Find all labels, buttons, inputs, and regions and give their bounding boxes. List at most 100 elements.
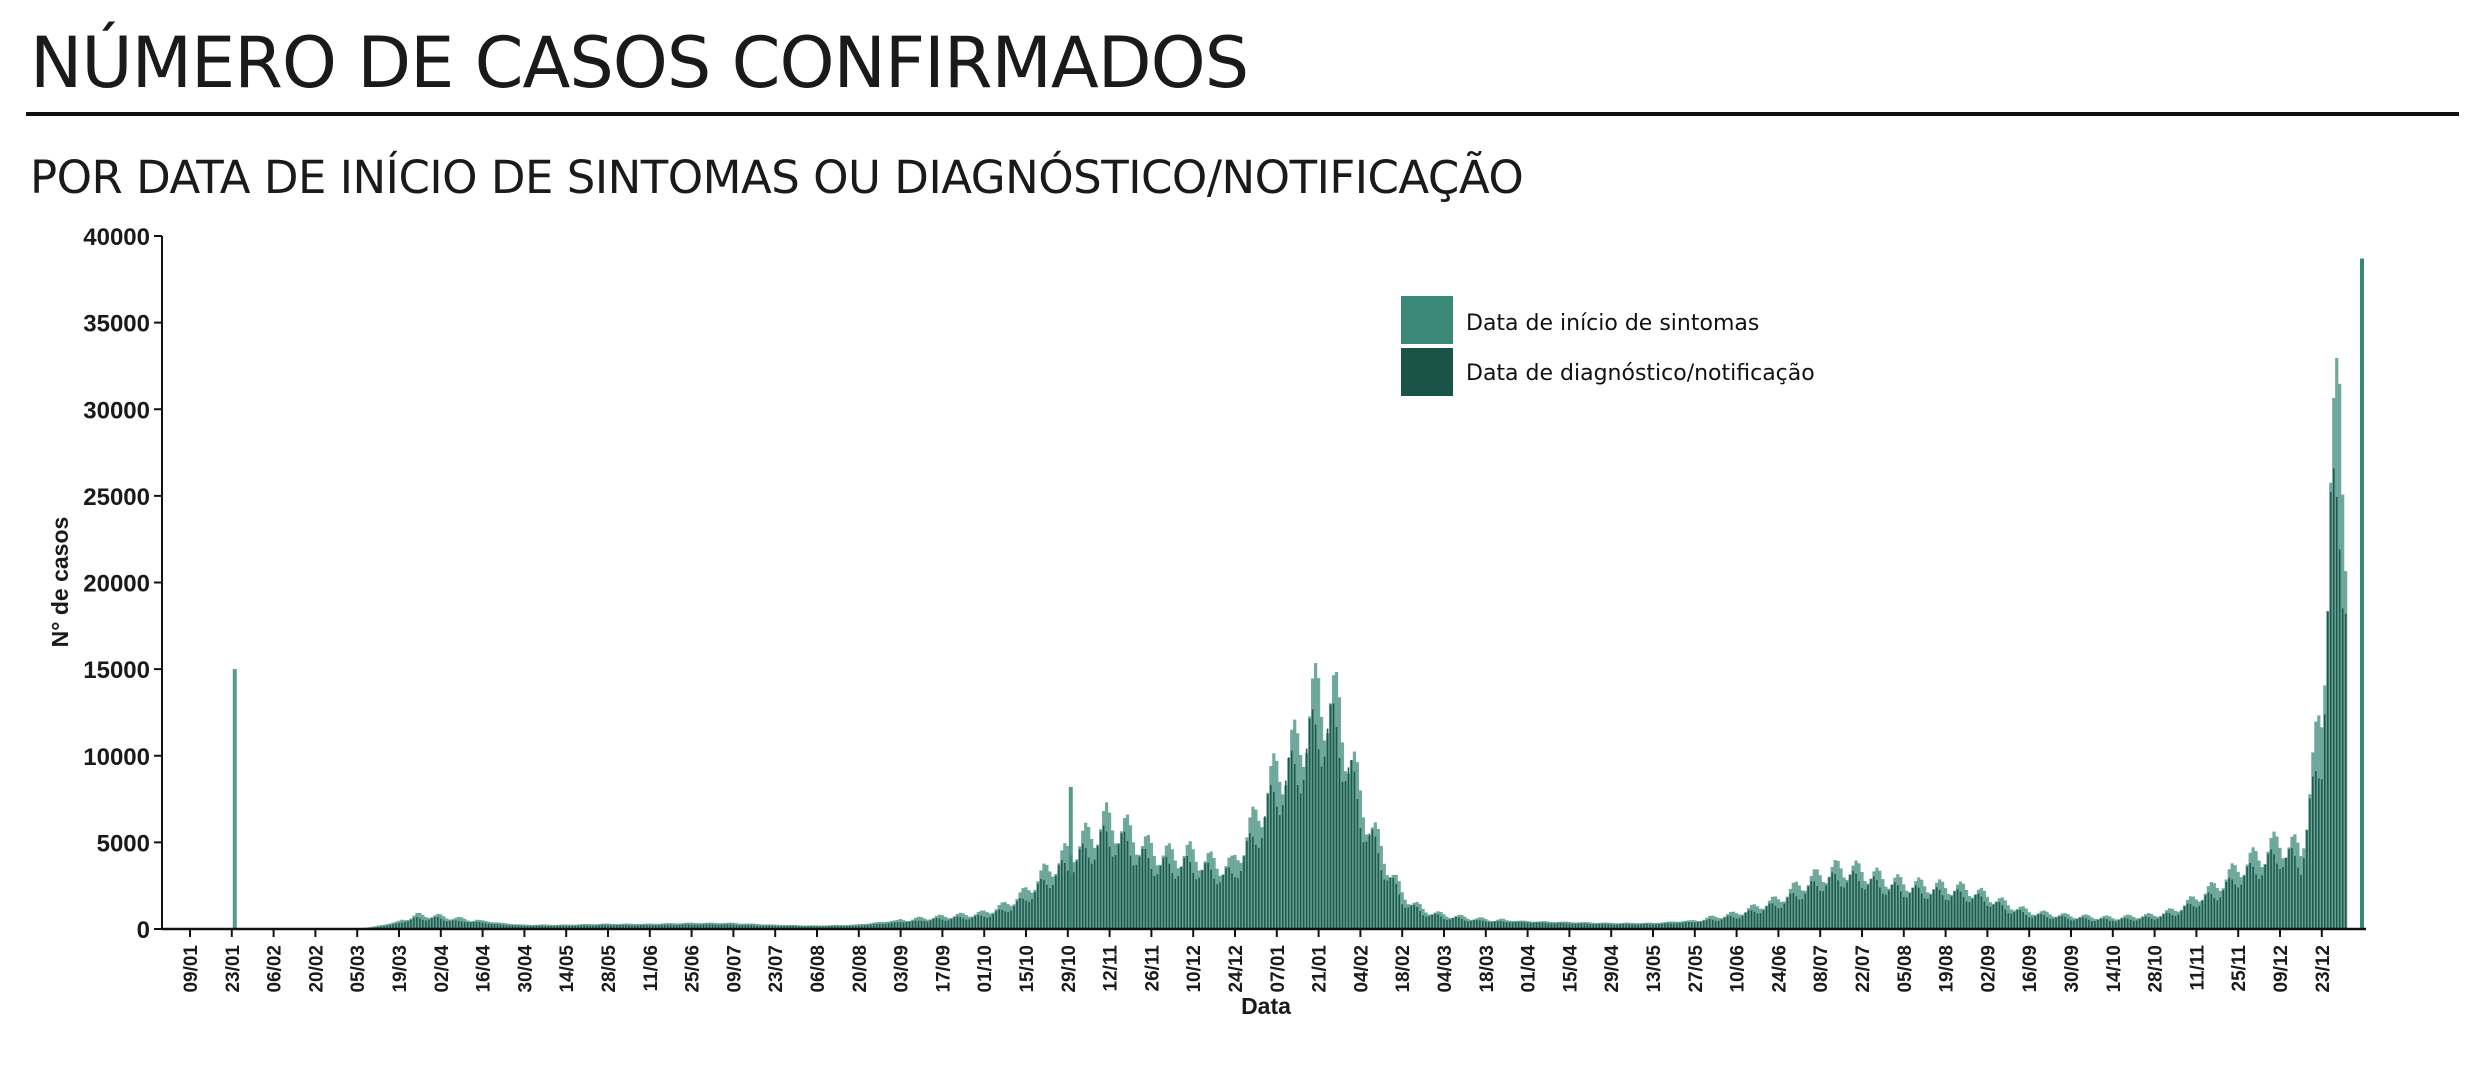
bar <box>1410 905 1412 929</box>
bar <box>547 926 550 929</box>
bar <box>2288 849 2290 929</box>
bar <box>490 923 493 929</box>
bar <box>2091 921 2093 929</box>
bar <box>1278 815 1281 929</box>
bar <box>747 924 750 929</box>
bar <box>1741 916 1744 929</box>
x-tick-label: 30/04 <box>515 945 536 993</box>
bar <box>810 926 812 929</box>
bar <box>556 925 559 929</box>
bar <box>1126 840 1129 929</box>
bar <box>1864 889 1866 929</box>
bar <box>878 923 881 929</box>
bar <box>457 920 460 929</box>
y-tick-label: 30000 <box>83 397 150 424</box>
bar <box>860 925 863 929</box>
bar <box>437 917 439 929</box>
bar <box>1843 887 1845 929</box>
bar <box>2055 917 2057 929</box>
bar <box>971 917 974 929</box>
bar <box>478 922 481 929</box>
bar <box>1523 922 1526 929</box>
bar <box>1550 923 1553 929</box>
bar <box>804 926 806 929</box>
bar <box>2141 917 2144 929</box>
bar <box>2049 918 2051 929</box>
bar <box>771 925 774 929</box>
bar <box>1147 857 1150 929</box>
bar <box>1320 766 1323 929</box>
bar <box>1691 922 1693 929</box>
bar <box>1914 885 1917 929</box>
bar <box>574 925 576 929</box>
bar <box>1553 923 1556 929</box>
bar <box>1174 878 1177 929</box>
bar <box>1019 898 1021 929</box>
bar <box>401 922 403 929</box>
bar <box>1078 849 1081 929</box>
x-tick-label: 02/09 <box>1978 945 1999 993</box>
bar <box>1995 902 1998 929</box>
bar <box>1470 920 1472 929</box>
bar <box>1616 924 1618 929</box>
bar <box>1186 856 1189 929</box>
bar <box>881 923 884 929</box>
bar <box>454 920 457 929</box>
bar <box>460 921 463 929</box>
bar <box>2144 916 2147 929</box>
bar <box>1464 920 1466 929</box>
page-title: NÚMERO DE CASOS CONFIRMADOS <box>30 22 1249 104</box>
bar <box>2231 879 2234 929</box>
bar <box>968 919 971 929</box>
bar <box>1777 908 1780 929</box>
bar <box>2117 920 2120 929</box>
bar <box>1559 922 1562 929</box>
bar <box>872 924 875 929</box>
bar <box>1897 885 1899 929</box>
bar <box>487 923 490 929</box>
bar <box>1926 898 1929 929</box>
bar <box>538 925 541 929</box>
bar <box>777 926 779 929</box>
bar <box>2088 919 2090 929</box>
bar <box>1762 910 1765 929</box>
bar <box>1846 882 1848 929</box>
bar <box>1732 917 1735 929</box>
bar <box>2303 858 2305 929</box>
bar <box>386 925 388 929</box>
bar <box>1649 924 1651 929</box>
bar <box>1013 906 1015 929</box>
bar <box>1443 919 1445 929</box>
bar-annotated-peak <box>1068 786 1073 929</box>
bar <box>496 924 499 929</box>
bar <box>1007 912 1009 929</box>
bar <box>1768 903 1771 929</box>
bar <box>1804 893 1807 929</box>
bar <box>523 925 526 929</box>
bar <box>1908 893 1911 929</box>
bar <box>526 926 529 929</box>
bar <box>711 924 714 929</box>
bar <box>1228 867 1230 929</box>
bar <box>795 926 797 929</box>
bar <box>2019 910 2022 929</box>
bar <box>2318 778 2320 929</box>
bar <box>998 909 1000 929</box>
bar <box>995 911 997 929</box>
bar <box>2315 771 2317 929</box>
bar <box>1589 924 1592 929</box>
bar <box>1562 923 1565 929</box>
x-tick-label: 01/04 <box>1519 945 1540 993</box>
bar <box>1084 848 1087 929</box>
bar <box>1040 878 1042 929</box>
x-tick-label: 05/08 <box>1895 945 1916 993</box>
x-tick-label: 16/09 <box>2020 945 2041 993</box>
bar <box>1813 881 1816 929</box>
bar <box>1031 899 1033 929</box>
x-tick-label: 16/04 <box>474 945 495 993</box>
bar <box>2225 882 2228 929</box>
bar <box>1577 923 1580 929</box>
bar <box>899 922 902 929</box>
bar <box>493 923 496 929</box>
bar <box>1434 913 1436 929</box>
